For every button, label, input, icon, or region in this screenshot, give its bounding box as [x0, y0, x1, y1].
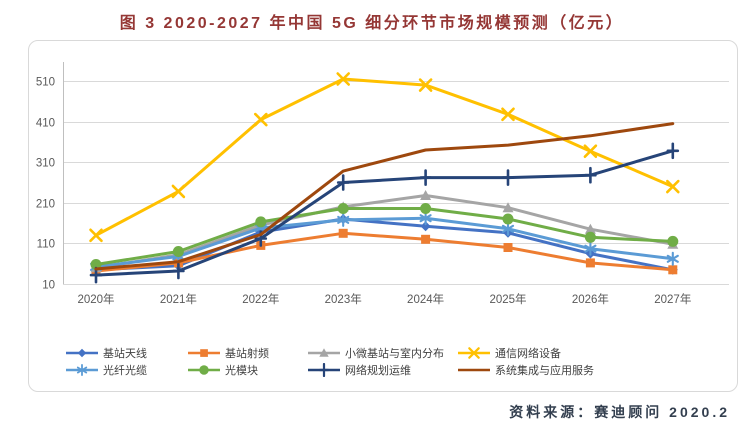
legend-label: 小微基站与室内分布 [345, 348, 444, 360]
y-tick-label: 10 [42, 280, 55, 292]
legend-swatch [188, 349, 220, 357]
y-tick-label: 210 [36, 199, 55, 211]
circle-marker-icon [199, 365, 209, 375]
square-marker-icon [421, 234, 431, 244]
asterisk-marker-icon [501, 221, 515, 236]
x-marker-icon [501, 107, 515, 122]
plus-marker-icon [172, 262, 185, 280]
legend-item: 小微基站与室内分布 [307, 345, 457, 361]
legend-item: 光模块 [187, 362, 307, 378]
series-line [94, 207, 675, 266]
x-marker-icon [468, 347, 480, 359]
square-marker-icon [200, 349, 208, 357]
series-line [94, 194, 675, 270]
x-marker-icon [336, 72, 350, 86]
legend-swatch [458, 368, 490, 372]
legend-item: 基站射频 [187, 345, 307, 361]
triangle-marker-icon [502, 202, 514, 213]
legend-item: 系统集成与应用服务 [457, 362, 737, 378]
legend-swatch [308, 348, 340, 357]
x-tick-label: 2021年 [160, 292, 197, 306]
x-marker-icon [583, 144, 598, 158]
x-tick-label: 2024年 [407, 292, 444, 306]
asterisk-marker-icon [666, 251, 679, 266]
plus-marker-icon [501, 169, 515, 186]
x-marker-icon [254, 112, 268, 127]
chart-title: 图 3 2020-2027 年中国 5G 细分环节市场规模预测（亿元） [119, 15, 625, 32]
legend-swatch [66, 348, 98, 358]
square-marker-icon [338, 228, 348, 238]
diamond-marker-icon [420, 221, 431, 232]
legend-item: 通信网络设备 [457, 345, 737, 361]
legend-label: 通信网络设备 [495, 348, 561, 360]
circle-marker-icon [90, 259, 102, 270]
square-marker-icon [503, 243, 513, 252]
x-marker-icon [171, 184, 186, 199]
circle-marker-icon [255, 216, 267, 228]
series-line [94, 216, 675, 269]
y-tick-label: 110 [37, 239, 55, 251]
legend-swatch [188, 365, 220, 375]
x-tick-label: 2026年 [572, 292, 609, 306]
legend-label: 光模块 [225, 365, 258, 377]
plus-marker-icon [336, 174, 350, 191]
series-line [94, 231, 675, 273]
asterisk-marker-icon [419, 211, 432, 226]
asterisk-marker-icon [337, 212, 350, 227]
legend-swatch [458, 347, 490, 359]
chart-figure: 图 3 2020-2027 年中国 5G 细分环节市场规模预测（亿元） 510 4… [28, 15, 738, 420]
plus-marker-icon [419, 169, 432, 186]
legend-label: 基站射频 [225, 348, 269, 360]
square-marker-icon [585, 258, 595, 268]
legend-label: 系统集成与应用服务 [495, 365, 594, 377]
x-tick-label: 2022年 [242, 292, 279, 306]
y-tick-label: 310 [36, 158, 55, 170]
triangle-marker-icon [584, 223, 596, 234]
legend-item: 基站天线 [65, 345, 187, 361]
chart-area: 510 410 310 210 110 10 2020年 2021年 2022年 2023年 202… [28, 40, 738, 392]
x-marker-icon [89, 228, 103, 243]
legend-label: 光纤光缆 [103, 365, 147, 377]
circle-marker-icon [667, 235, 679, 247]
x-tick-label: 2023年 [325, 292, 362, 306]
circle-marker-icon [502, 213, 514, 225]
circle-marker-icon [172, 246, 184, 257]
asterisk-marker-icon [76, 364, 88, 376]
legend-item: 光纤光缆 [65, 362, 187, 378]
circle-marker-icon [337, 203, 349, 214]
y-tick-label: 410 [36, 118, 55, 130]
chart-legend: 基站天线 基站射频 小微基站与室内分布 通信网络设备光纤光缆 光模块 网络规划运维 系统集成… [29, 345, 737, 378]
x-tick-label: 2027年 [654, 292, 691, 306]
series-line [94, 77, 675, 237]
plus-marker-icon [584, 166, 597, 184]
asterisk-marker-icon [584, 241, 597, 256]
plus-marker-icon [318, 363, 330, 377]
legend-label: 基站天线 [103, 348, 147, 360]
circle-marker-icon [584, 231, 596, 243]
series-line [94, 122, 675, 271]
legend-item: 网络规划运维 [307, 362, 457, 378]
legend-swatch [308, 363, 340, 377]
source-note: 资料来源：赛迪顾问 2020.2 [509, 404, 730, 420]
square-marker-icon [668, 265, 678, 275]
x-marker-icon [666, 179, 680, 194]
triangle-marker-icon [420, 190, 432, 200]
x-tick-label: 2020年 [77, 292, 114, 306]
legend-swatch [66, 364, 98, 376]
plus-marker-icon [666, 142, 680, 160]
x-marker-icon [418, 78, 433, 92]
legend-label: 网络规划运维 [345, 365, 411, 377]
y-tick-label: 510 [36, 77, 55, 89]
diamond-marker-icon [77, 348, 87, 358]
x-tick-label: 2025年 [489, 292, 526, 306]
triangle-marker-icon [319, 348, 329, 357]
circle-marker-icon [420, 203, 432, 214]
series-line [94, 149, 675, 277]
line-chart-plot: 510 410 310 210 110 10 2020年 2021年 2022年 2023年 202… [36, 62, 729, 306]
